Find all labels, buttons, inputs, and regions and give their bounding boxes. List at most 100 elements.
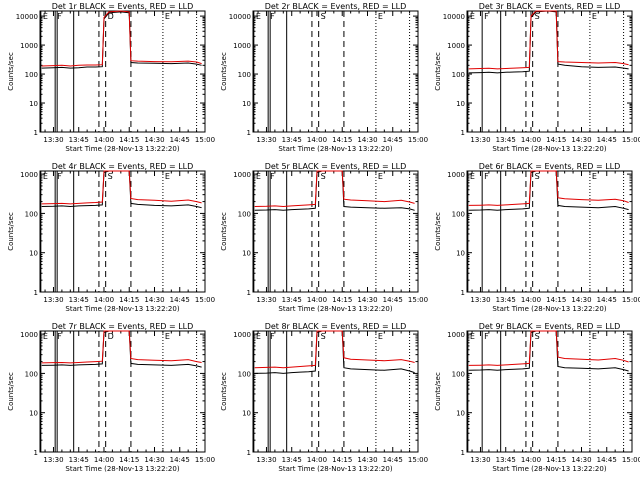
x-tick-label: 15:00 bbox=[195, 296, 215, 304]
y-tick-label: 1 bbox=[461, 289, 465, 297]
x-tick-label: 13:30 bbox=[470, 456, 490, 464]
x-tick-label: 14:00 bbox=[307, 136, 327, 144]
series-line-lld bbox=[254, 330, 415, 369]
y-tick-label: 1 bbox=[247, 449, 251, 457]
event-marker-label: E bbox=[592, 172, 597, 181]
chart-panel: Det 6r BLACK = Events, RED = LLD 1 10 100 10… bbox=[434, 162, 640, 313]
x-tick-label: 14:30 bbox=[357, 136, 377, 144]
event-marker-label: F bbox=[270, 332, 275, 341]
event-marker-label: F bbox=[57, 332, 62, 341]
series-line-lld bbox=[41, 330, 202, 364]
event-marker-label: F bbox=[57, 172, 62, 181]
x-tick-label: 14:30 bbox=[357, 296, 377, 304]
chart-title: Det 4r BLACK = Events, RED = LLD bbox=[52, 162, 194, 171]
y-tick-label: 1 bbox=[34, 449, 38, 457]
y-tick-label: 100 bbox=[238, 71, 251, 79]
chart-panel: Det 3r BLACK = Events, RED = LLD 1 10 100 10… bbox=[434, 2, 640, 153]
y-tick-label: 10 bbox=[242, 100, 251, 108]
y-tick-label: 1000 bbox=[233, 171, 251, 179]
x-tick-label: 14:45 bbox=[383, 456, 403, 464]
x-tick-label: 14:15 bbox=[546, 296, 566, 304]
chart-panel: Det 1r BLACK = Events, RED = LLD 1 10 100 10… bbox=[7, 2, 215, 153]
y-tick-label: 10 bbox=[29, 100, 38, 108]
x-tick-label: 14:30 bbox=[571, 136, 591, 144]
y-tick-label: 100 bbox=[25, 210, 38, 218]
x-tick-label: 15:00 bbox=[622, 456, 640, 464]
chart-title: Det 3r BLACK = Events, RED = LLD bbox=[479, 2, 621, 11]
x-tick-label: 13:45 bbox=[496, 456, 516, 464]
plot-frame bbox=[252, 10, 419, 133]
plot-frame bbox=[252, 170, 419, 293]
x-axis-label: Start Time (28-Nov-13 13:22:20) bbox=[65, 145, 179, 153]
x-axis-label: Start Time (28-Nov-13 13:22:20) bbox=[65, 305, 179, 313]
chart-title: Det 6r BLACK = Events, RED = LLD bbox=[479, 162, 621, 171]
x-tick-label: 13:45 bbox=[496, 296, 516, 304]
y-tick-label: 1000 bbox=[20, 42, 38, 50]
x-tick-label: 14:00 bbox=[94, 456, 114, 464]
x-tick-label: 14:15 bbox=[546, 136, 566, 144]
event-marker-label: S bbox=[535, 332, 540, 341]
y-tick-label: 10 bbox=[242, 250, 251, 258]
event-marker-label: D bbox=[108, 332, 114, 341]
event-marker-label: S bbox=[321, 172, 326, 181]
x-tick-label: 13:45 bbox=[69, 136, 89, 144]
y-tick-label: 100 bbox=[25, 370, 38, 378]
x-tick-label: 14:15 bbox=[546, 456, 566, 464]
event-marker-label: S bbox=[108, 172, 113, 181]
chart-title: Det 8r BLACK = Events, RED = LLD bbox=[265, 322, 407, 331]
x-tick-label: 14:30 bbox=[571, 296, 591, 304]
x-tick-label: 14:30 bbox=[144, 296, 164, 304]
series-line-events bbox=[468, 170, 629, 211]
event-marker-label: F bbox=[484, 172, 489, 181]
event-marker-label: E bbox=[592, 12, 597, 21]
event-marker-label: F bbox=[57, 12, 62, 21]
y-tick-label: 1 bbox=[247, 289, 251, 297]
series-line-events bbox=[41, 170, 202, 209]
x-tick-label: 14:15 bbox=[332, 136, 352, 144]
series-line-events bbox=[468, 10, 629, 74]
x-tick-label: 13:30 bbox=[256, 456, 276, 464]
x-tick-label: 14:45 bbox=[170, 296, 190, 304]
event-marker-label: S bbox=[321, 332, 326, 341]
x-tick-label: 13:30 bbox=[256, 136, 276, 144]
y-tick-label: 100 bbox=[452, 71, 465, 79]
event-marker-label: E bbox=[470, 332, 475, 341]
event-marker-label: E bbox=[256, 172, 261, 181]
y-tick-label: 10 bbox=[242, 410, 251, 418]
x-tick-label: 14:45 bbox=[383, 296, 403, 304]
y-axis-label: Counts/sec bbox=[434, 212, 442, 251]
event-marker-label: E bbox=[43, 12, 48, 21]
event-marker-label: E bbox=[43, 172, 48, 181]
event-marker-label: E bbox=[470, 172, 475, 181]
series-line-events bbox=[254, 170, 415, 211]
y-tick-label: 10 bbox=[29, 410, 38, 418]
x-tick-label: 15:00 bbox=[195, 136, 215, 144]
x-tick-label: 13:30 bbox=[470, 136, 490, 144]
x-tick-label: 14:00 bbox=[94, 136, 114, 144]
y-tick-label: 100 bbox=[25, 71, 38, 79]
plot-frame bbox=[466, 10, 633, 133]
chart-panel: Det 2r BLACK = Events, RED = LLD 1 10 100 10… bbox=[220, 2, 428, 153]
y-tick-label: 1000 bbox=[20, 171, 38, 179]
x-tick-label: 13:45 bbox=[69, 456, 89, 464]
x-tick-label: 13:30 bbox=[470, 296, 490, 304]
x-tick-label: 14:15 bbox=[332, 296, 352, 304]
chart-title: Det 1r BLACK = Events, RED = LLD bbox=[52, 2, 194, 11]
y-axis-label: Counts/sec bbox=[220, 372, 228, 411]
x-tick-label: 13:45 bbox=[282, 136, 302, 144]
chart-panel: Det 4r BLACK = Events, RED = LLD 1 10 100 10… bbox=[7, 162, 215, 313]
y-tick-label: 10 bbox=[456, 100, 465, 108]
y-axis-label: Counts/sec bbox=[7, 212, 15, 251]
event-marker-label: E bbox=[256, 332, 261, 341]
event-marker-label: E bbox=[592, 332, 597, 341]
y-tick-label: 10 bbox=[456, 410, 465, 418]
y-axis-label: Counts/sec bbox=[434, 372, 442, 411]
event-marker-label: E bbox=[43, 332, 48, 341]
x-tick-label: 14:00 bbox=[521, 296, 541, 304]
event-marker-label: E bbox=[165, 172, 170, 181]
event-marker-label: E bbox=[165, 12, 170, 21]
event-marker-label: F bbox=[484, 12, 489, 21]
x-tick-label: 14:45 bbox=[597, 296, 617, 304]
y-tick-label: 1000 bbox=[20, 331, 38, 339]
